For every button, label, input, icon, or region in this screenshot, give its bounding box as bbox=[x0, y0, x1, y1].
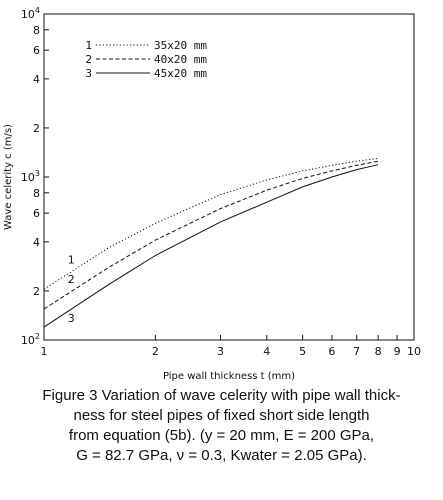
legend: 1 35x20 mm 2 40x20 mm 3 45x20 mm bbox=[85, 39, 207, 80]
figure-caption: Figure 3 Variation of wave celerity with… bbox=[4, 386, 439, 466]
y-tick-label: 8 bbox=[33, 24, 40, 37]
y-tick-label: 2 bbox=[33, 285, 40, 298]
y-tick-label: 4 bbox=[33, 73, 40, 86]
x-tick-label: 10 bbox=[407, 345, 421, 358]
y-tick-label: 8 bbox=[33, 187, 40, 200]
series-line-1 bbox=[43, 157, 379, 290]
x-axis-label: Pipe wall thickness t (mm) bbox=[163, 371, 295, 382]
caption-line-3: from equation (5b). (y = 20 mm, E = 200 … bbox=[68, 427, 375, 444]
x-tick-label: 2 bbox=[152, 345, 159, 358]
x-tick-label: 8 bbox=[375, 345, 382, 358]
curve-number-label: 2 bbox=[68, 273, 75, 286]
legend-number: 1 bbox=[85, 39, 92, 52]
x-tick-label: 1 bbox=[41, 345, 48, 358]
caption-line-2: ness for steel pipes of fixed short side… bbox=[73, 407, 370, 424]
legend-number: 2 bbox=[85, 53, 92, 66]
x-tick-label: 3 bbox=[217, 345, 224, 358]
y-tick-label: 6 bbox=[33, 207, 40, 220]
x-tick-label: 7 bbox=[353, 345, 360, 358]
x-tick-label: 4 bbox=[263, 345, 270, 358]
x-axis-ticks: 1 2 3 4 5 6 7 8 9 10 bbox=[41, 335, 421, 358]
legend-label: 45x20 mm bbox=[154, 67, 207, 80]
y-tick-label: 4 bbox=[33, 236, 40, 249]
y-axis-ticks: 102 2 4 6 8 103 2 4 6 8 104 bbox=[21, 6, 49, 347]
series-line-2 bbox=[43, 160, 379, 310]
caption-line-1: Figure 3 Variation of wave celerity with… bbox=[42, 387, 401, 404]
y-tick-label: 103 bbox=[21, 169, 40, 184]
curve-number-label: 1 bbox=[68, 253, 75, 266]
x-tick-label: 5 bbox=[299, 345, 306, 358]
caption-line-4: G = 82.7 GPa, ν = 0.3, Kwater = 2.05 GPa… bbox=[76, 447, 367, 464]
y-tick-label: 6 bbox=[33, 44, 40, 57]
x-tick-label: 6 bbox=[328, 345, 335, 358]
y-tick-label: 102 bbox=[21, 332, 40, 347]
curve-number-label: 3 bbox=[68, 312, 75, 325]
legend-label: 35x20 mm bbox=[154, 39, 207, 52]
x-tick-label: 9 bbox=[394, 345, 401, 358]
y-tick-label: 104 bbox=[21, 6, 40, 21]
series-lines bbox=[43, 157, 379, 328]
y-axis-label: Wave celerity c (m/s) bbox=[3, 124, 14, 230]
y-tick-label: 2 bbox=[33, 122, 40, 135]
curve-labels: 1 2 3 bbox=[68, 253, 75, 324]
legend-number: 3 bbox=[85, 67, 92, 80]
series-line-3 bbox=[43, 164, 379, 328]
legend-label: 40x20 mm bbox=[154, 53, 207, 66]
